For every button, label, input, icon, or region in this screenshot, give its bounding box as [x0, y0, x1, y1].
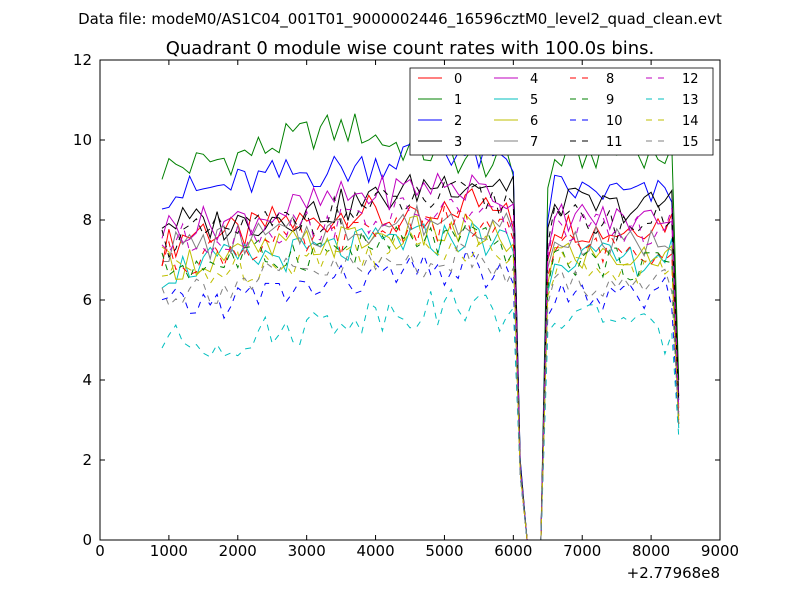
- y-tick-label: 12: [73, 51, 92, 69]
- y-tick-label: 0: [82, 531, 92, 549]
- legend-label-1: 1: [454, 93, 462, 108]
- x-offset-label: +2.77968e8: [627, 564, 720, 582]
- x-tick-label: 1000: [150, 542, 188, 560]
- axis-ticks: [99, 59, 721, 541]
- y-tick-label: 4: [82, 371, 92, 389]
- legend-label-4: 4: [530, 72, 538, 87]
- x-tick-label: 4000: [356, 542, 394, 560]
- x-tick-label: 8000: [632, 542, 670, 560]
- series-line-10: [161, 250, 680, 541]
- series-line-8: [161, 205, 680, 541]
- chart-title: Quadrant 0 module wise count rates with …: [166, 38, 655, 59]
- series-line-15: [161, 241, 680, 541]
- legend-label-15: 15: [682, 135, 699, 150]
- y-tick-label: 10: [73, 131, 92, 149]
- legend-label-0: 0: [454, 72, 462, 87]
- series-line-5: [161, 221, 680, 541]
- legend-label-6: 6: [530, 114, 538, 129]
- legend-label-12: 12: [682, 72, 699, 87]
- chart-suptitle: Data file: modeM0/AS1C04_001T01_90000024…: [78, 10, 722, 29]
- series-line-1: [161, 113, 680, 541]
- legend-label-13: 13: [682, 93, 699, 108]
- series-line-6: [161, 213, 680, 541]
- series-line-7: [161, 203, 680, 541]
- y-tick-label: 2: [82, 451, 92, 469]
- legend-label-3: 3: [454, 135, 462, 150]
- series-line-12: [161, 197, 680, 541]
- legend-label-10: 10: [606, 114, 623, 129]
- legend-label-9: 9: [606, 93, 614, 108]
- series-line-11: [161, 179, 680, 541]
- x-tick-label: 0: [95, 542, 105, 560]
- series-line-14: [161, 230, 680, 541]
- x-tick-label: 2000: [219, 542, 257, 560]
- legend-label-8: 8: [606, 72, 614, 87]
- x-tick-label: 7000: [563, 542, 601, 560]
- series-line-13: [161, 288, 680, 541]
- legend-label-14: 14: [682, 114, 699, 129]
- plot-lines: [161, 113, 680, 541]
- tick-labels: 0 1000 2000 3000 4000 5000 6000 7000 8000 9000 0 2 4…: [73, 51, 739, 560]
- legend-label-11: 11: [606, 135, 623, 150]
- legend-label-2: 2: [454, 114, 462, 129]
- x-tick-label: 5000: [425, 542, 463, 560]
- x-tick-label: 9000: [701, 542, 739, 560]
- legend-label-5: 5: [530, 93, 538, 108]
- series-line-3: [161, 173, 680, 541]
- x-tick-label: 6000: [494, 542, 532, 560]
- y-tick-label: 8: [82, 211, 92, 229]
- series-line-4: [161, 172, 680, 541]
- x-tick-label: 3000: [288, 542, 326, 560]
- series-line-9: [161, 225, 680, 541]
- legend-label-7: 7: [530, 135, 538, 150]
- y-tick-label: 6: [82, 291, 92, 309]
